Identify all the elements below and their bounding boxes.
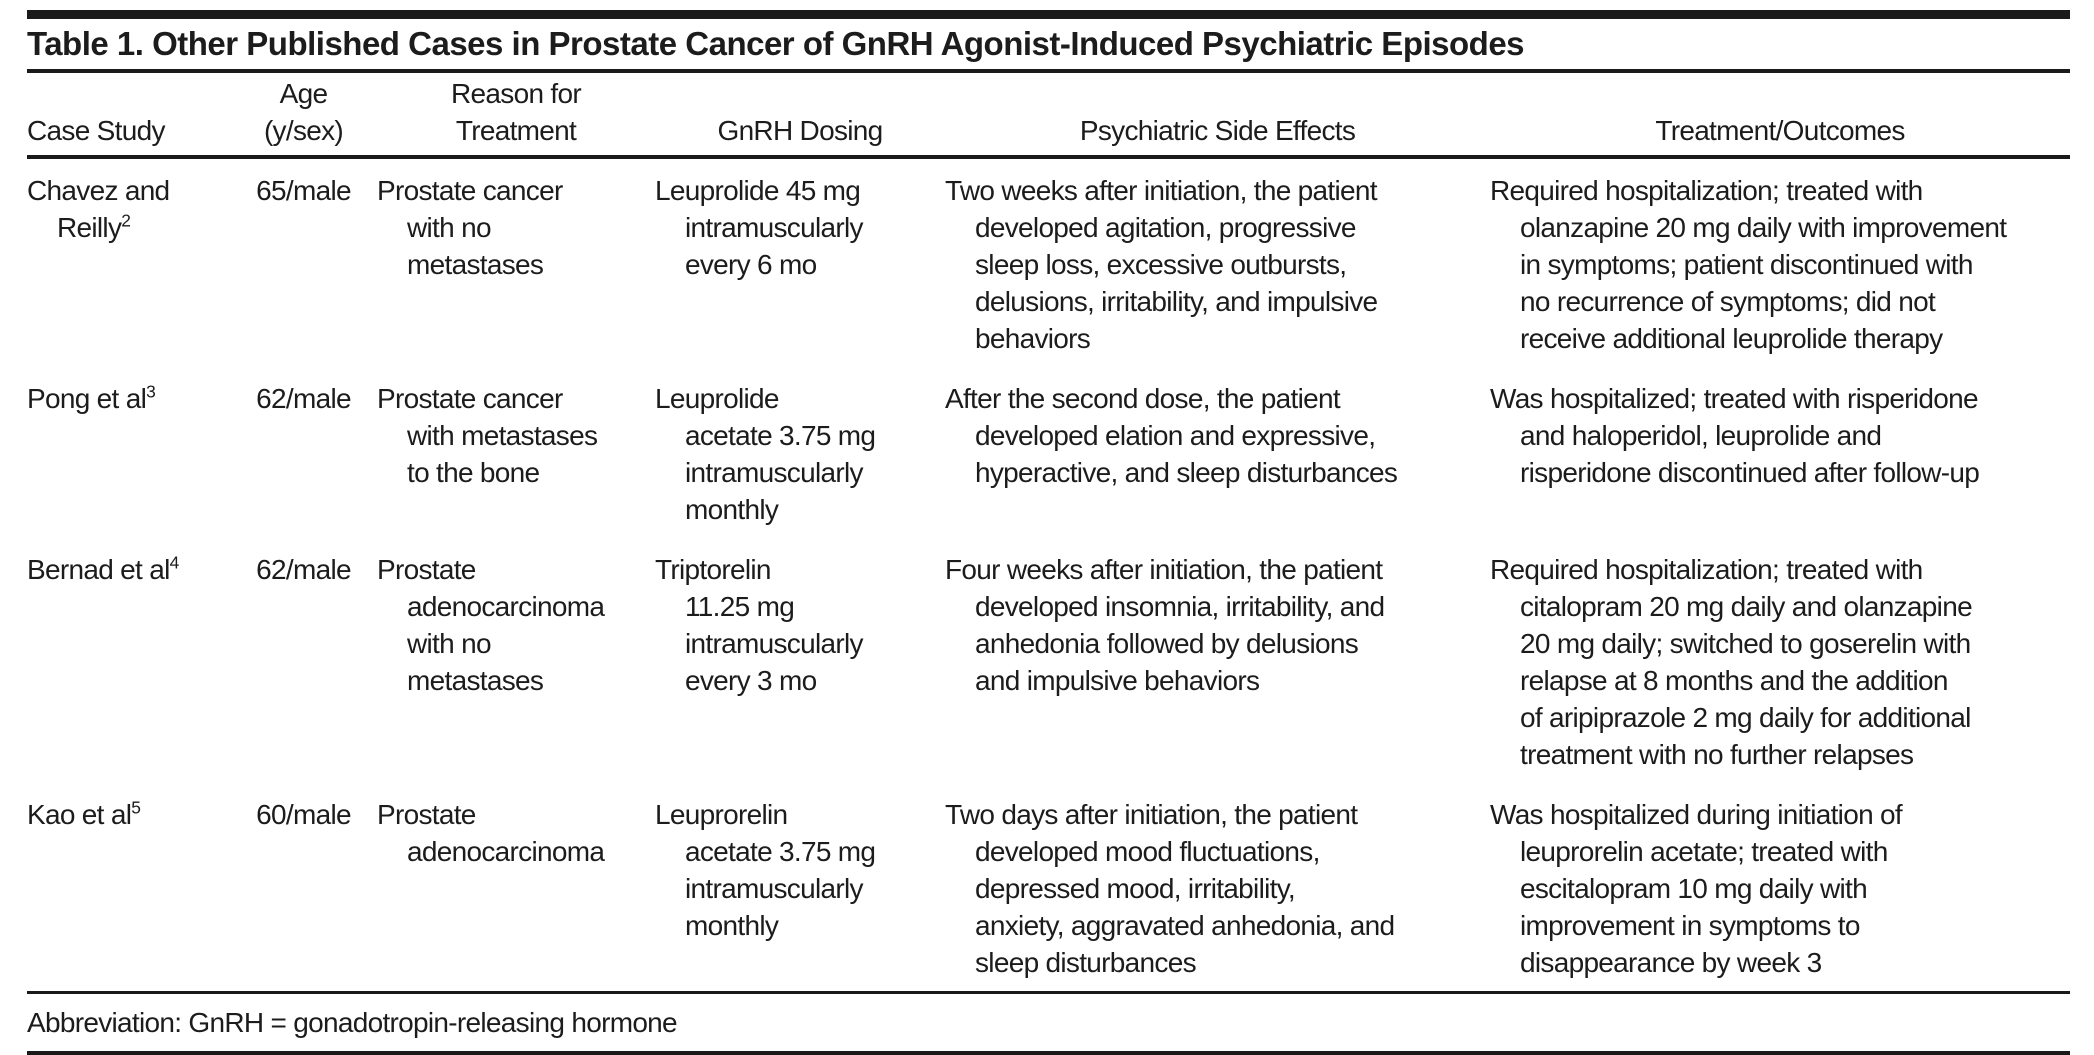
side-effects-text: After the second dose, the patient devel… xyxy=(945,383,1398,488)
cell-gnrh-dosing: Triptorelin 11.25 mg intramuscularly eve… xyxy=(655,538,945,783)
table-title: Table 1. Other Published Cases in Prosta… xyxy=(27,21,2070,73)
author-name: Kao et al xyxy=(27,799,132,830)
outcomes-text: Was hospitalized; treated with risperido… xyxy=(1490,383,1980,488)
cell-reason: Prostate cancer with metastases to the b… xyxy=(377,367,655,538)
cell-outcomes: Required hospitalization; treated with c… xyxy=(1490,538,2070,783)
table-header-row: Case Study Age (y/sex) Reason for Treatm… xyxy=(27,73,2070,159)
cell-age: 62/male xyxy=(230,367,377,538)
reason-text: Prostate cancer with no metastases xyxy=(377,175,563,280)
dosing-text: Leuprorelin acetate 3.75 mg intramuscula… xyxy=(655,799,876,941)
age-text: 62/male xyxy=(256,554,351,585)
age-text: 62/male xyxy=(256,383,351,414)
author-name: Pong et al xyxy=(27,383,147,414)
cell-gnrh-dosing: Leuprorelin acetate 3.75 mg intramuscula… xyxy=(655,783,945,993)
reference-superscript: 5 xyxy=(131,797,141,818)
cell-age: 62/male xyxy=(230,538,377,783)
column-header-age: Age (y/sex) xyxy=(230,73,377,159)
dosing-text: Triptorelin 11.25 mg intramuscularly eve… xyxy=(655,554,863,696)
outcomes-text: Required hospitalization; treated with c… xyxy=(1490,554,1973,770)
column-header-outcomes: Treatment/Outcomes xyxy=(1490,73,2070,159)
side-effects-text: Two weeks after initiation, the patient … xyxy=(945,175,1378,354)
column-header-side-effects: Psychiatric Side Effects xyxy=(945,73,1490,159)
dosing-text: Leuprolide 45 mg intramuscularly every 6… xyxy=(655,175,863,280)
column-header-case-study: Case Study xyxy=(27,73,230,159)
reference-superscript: 4 xyxy=(169,552,180,573)
cell-side-effects: Four weeks after initiation, the patient… xyxy=(945,538,1490,783)
abbreviation-footnote: Abbreviation: GnRH = gonadotropin-releas… xyxy=(27,994,2070,1055)
author-name: Chavez and Reilly xyxy=(27,175,170,243)
side-effects-text: Four weeks after initiation, the patient… xyxy=(945,554,1385,696)
age-text: 60/male xyxy=(256,799,351,830)
outcomes-text: Required hospitalization; treated with o… xyxy=(1490,175,2007,354)
case-study-text: Chavez and Reilly2 xyxy=(27,172,224,246)
case-study-text: Bernad et al4 xyxy=(27,551,224,588)
table-row: Chavez and Reilly2 65/male Prostate canc… xyxy=(27,157,2070,367)
table-top-rule xyxy=(27,10,2070,19)
case-study-text: Kao et al5 xyxy=(27,796,224,833)
cell-reason: Prostate cancer with no metastases xyxy=(377,157,655,367)
cell-outcomes: Was hospitalized during initiation of le… xyxy=(1490,783,2070,993)
cell-side-effects: Two days after initiation, the patient d… xyxy=(945,783,1490,993)
cell-reason: Prostate adenocarcinoma xyxy=(377,783,655,993)
cell-outcomes: Required hospitalization; treated with o… xyxy=(1490,157,2070,367)
case-study-text: Pong et al3 xyxy=(27,380,224,417)
cell-case-study: Kao et al5 xyxy=(27,783,230,993)
published-cases-table: Case Study Age (y/sex) Reason for Treatm… xyxy=(27,73,2070,994)
column-header-reason: Reason for Treatment xyxy=(377,73,655,159)
reason-text: Prostate adenocarcinoma xyxy=(377,799,605,867)
side-effects-text: Two days after initiation, the patient d… xyxy=(945,799,1395,978)
reference-superscript: 3 xyxy=(146,381,156,402)
cell-outcomes: Was hospitalized; treated with risperido… xyxy=(1490,367,2070,538)
column-header-gnrh-dosing: GnRH Dosing xyxy=(655,73,945,159)
cell-case-study: Pong et al3 xyxy=(27,367,230,538)
table-row: Bernad et al4 62/male Prostate adenocarc… xyxy=(27,538,2070,783)
cell-gnrh-dosing: Leuprolide 45 mg intramuscularly every 6… xyxy=(655,157,945,367)
table-row: Kao et al5 60/male Prostate adenocarcino… xyxy=(27,783,2070,993)
author-name: Bernad et al xyxy=(27,554,170,585)
outcomes-text: Was hospitalized during initiation of le… xyxy=(1490,799,1903,978)
dosing-text: Leuprolide acetate 3.75 mg intramuscular… xyxy=(655,383,876,525)
reference-superscript: 2 xyxy=(121,210,131,231)
cell-case-study: Bernad et al4 xyxy=(27,538,230,783)
cell-case-study: Chavez and Reilly2 xyxy=(27,157,230,367)
cell-age: 65/male xyxy=(230,157,377,367)
reason-text: Prostate adenocarcinoma with no metastas… xyxy=(377,554,605,696)
cell-age: 60/male xyxy=(230,783,377,993)
age-text: 65/male xyxy=(256,175,351,206)
cell-gnrh-dosing: Leuprolide acetate 3.75 mg intramuscular… xyxy=(655,367,945,538)
table-row: Pong et al3 62/male Prostate cancer with… xyxy=(27,367,2070,538)
reason-text: Prostate cancer with metastases to the b… xyxy=(377,383,598,488)
cell-side-effects: Two weeks after initiation, the patient … xyxy=(945,157,1490,367)
cell-reason: Prostate adenocarcinoma with no metastas… xyxy=(377,538,655,783)
cell-side-effects: After the second dose, the patient devel… xyxy=(945,367,1490,538)
